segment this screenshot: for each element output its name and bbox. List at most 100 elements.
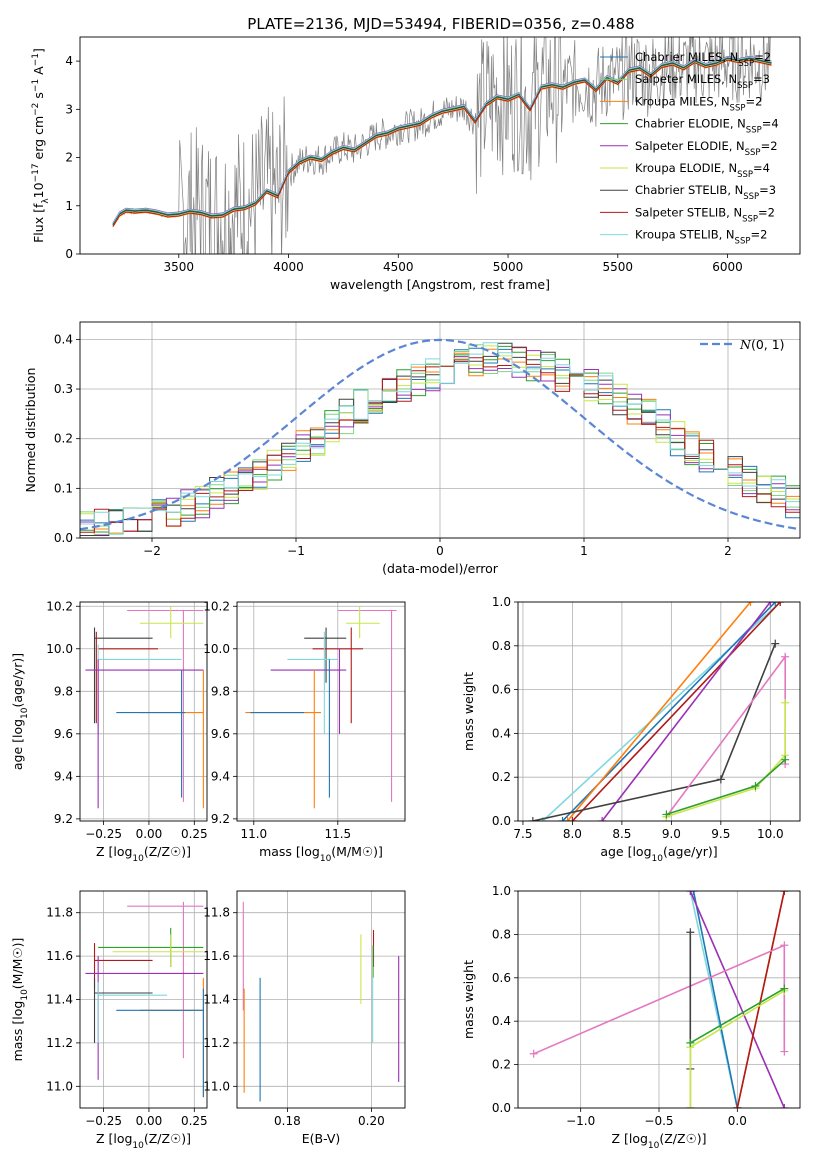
- y-tick-label: 1: [65, 199, 73, 213]
- weight-line: [736, 891, 786, 1108]
- x-axis-label: E(B-V): [302, 1131, 341, 1146]
- y-tick-label: 11.4: [46, 993, 73, 1007]
- y-tick-label: 9.8: [54, 684, 73, 698]
- gaussian-curve: [80, 338, 800, 531]
- x-tick-label: 0.00: [136, 1114, 163, 1128]
- y-tick-label: 10.0: [46, 642, 73, 656]
- x-tick-label: −0.5: [644, 1114, 673, 1128]
- weight-line: [571, 602, 781, 821]
- y-tick-label: 0.4: [54, 332, 73, 346]
- y-tick-label: 11.2: [46, 1036, 73, 1050]
- y-tick-label: 11.0: [203, 1079, 230, 1093]
- x-tick-label: −2: [143, 544, 161, 558]
- weight-line: [689, 891, 786, 1108]
- y-tick-label: 0.1: [54, 481, 73, 495]
- axes-frame: [517, 601, 801, 822]
- legend-label: Chabrier STELIB, NSSP=3: [635, 183, 776, 202]
- label-tail: (Z/Z☉)]: [659, 1131, 706, 1146]
- figure-title: PLATE=2136, MJD=53494, FIBERID=0356, z=0…: [247, 15, 634, 33]
- legend-tail: =2: [758, 205, 775, 219]
- x-axis-label: mass [log10(M/M☉)]: [259, 844, 383, 864]
- model-spectrum: [112, 56, 772, 224]
- x-tick-label: −1: [287, 544, 305, 558]
- x-axis-label: age [log10(age/yr)]: [600, 844, 717, 864]
- x-tick-label: 11.5: [324, 827, 351, 841]
- legend-sub: SSP: [743, 192, 759, 202]
- legend-sub: SSP: [737, 170, 753, 180]
- legend-label: Kroupa MILES, NSSP=2: [635, 94, 762, 113]
- weight-marker: [780, 891, 789, 895]
- legend-sub: SSP: [738, 59, 754, 69]
- label-tail: (age/yr)]: [10, 653, 25, 708]
- y-tick-label: 0.6: [492, 971, 511, 985]
- y-tick-label: 3: [65, 102, 73, 116]
- weight-marker: [528, 817, 537, 821]
- weight-marker: [716, 775, 725, 784]
- weight-marker: [781, 698, 790, 707]
- y-axis-label: mass [log10(M/M☉)]: [10, 938, 30, 1062]
- weight-line: [566, 602, 752, 821]
- weight-marker: [746, 602, 755, 606]
- x-tick-label: 0.18: [274, 1114, 301, 1128]
- gridlines: [237, 602, 405, 821]
- legend-tail: =4: [753, 161, 770, 175]
- y-tick-label: 10.2: [46, 599, 73, 613]
- legend-tail: =4: [762, 117, 779, 131]
- weight-line: [692, 891, 739, 1108]
- legend-sub: SSP: [742, 214, 758, 224]
- y-tick-label: 0.2: [492, 1058, 511, 1072]
- y-tick-label: 0.4: [492, 1014, 511, 1028]
- weight-marker: [780, 941, 789, 950]
- x-tick-label: 5500: [603, 260, 634, 274]
- weight-marker: [733, 1104, 742, 1108]
- subscript: 10: [320, 854, 332, 864]
- legend-sub: SSP: [735, 237, 751, 247]
- y-tick-label: 0.8: [492, 639, 511, 653]
- legend-sub: SSP: [745, 148, 761, 158]
- gridlines: [80, 602, 207, 821]
- x-tick-label: 4500: [383, 260, 414, 274]
- plot-area: [80, 338, 800, 536]
- label-part: s: [31, 92, 46, 103]
- weight-marker: [558, 817, 567, 821]
- legend-n: N: [739, 337, 752, 352]
- legend-sub: SSP: [746, 126, 762, 136]
- subscript: 10: [20, 989, 30, 1001]
- weight-marker: [598, 817, 607, 821]
- legend-tail: =2: [750, 228, 767, 242]
- x-tick-label: 8.0: [563, 827, 582, 841]
- label-part: −2: [31, 103, 41, 116]
- axes-frame: [236, 601, 406, 822]
- axes-frame: [79, 36, 801, 255]
- legend-sub: SSP: [730, 103, 746, 113]
- legend-label: Kroupa ELODIE, NSSP=4: [635, 161, 770, 180]
- x-tick-label: −0.25: [85, 1114, 122, 1128]
- axes-age_vs_mass: 11.0 11.5 9.2 9.4 9.6 9.8 10.0 10.2 mass [log10(…: [203, 599, 406, 864]
- axes-weight_vs_Z: −1.0 −0.5 0.0 0.0 0.2 0.4 0.6 0.8 1.0 Z [log10(Z/…: [461, 884, 801, 1151]
- subscript: 10: [132, 854, 144, 864]
- y-tick-label: 1.0: [492, 595, 511, 609]
- x-axis-label: Z [log10(Z/Z☉)]: [611, 1131, 706, 1151]
- weight-marker: [689, 891, 698, 895]
- weight-line: [601, 602, 771, 821]
- axes-weight_vs_age: 7.5 8.0 8.5 9.0 9.5 10.0 0.0 0.2 0.4 0.6 0.8 1.0 age…: [461, 595, 801, 864]
- legend-tail: =2: [754, 50, 771, 64]
- weight-marker: [780, 984, 789, 993]
- label-part: 10: [31, 182, 46, 198]
- x-tick-label: 1: [580, 544, 588, 558]
- y-tick-label: 11.0: [46, 1079, 73, 1093]
- legend-label: Salpeter STELIB, NSSP=2: [635, 205, 775, 224]
- plot-area: [85, 901, 204, 1098]
- subscript: 10: [648, 1141, 660, 1151]
- y-tick-label: 11.6: [203, 949, 230, 963]
- axes-mass_vs_Z: −0.25 0.00 0.25 11.0 11.2 11.4 11.6 11.8 Z [log1…: [10, 890, 208, 1151]
- y-axis-label: mass weight: [461, 672, 476, 751]
- y-axis-label: age [log10(age/yr)]: [10, 653, 30, 770]
- x-tick-label: −0.25: [85, 827, 122, 841]
- y-tick-label: 9.6: [54, 727, 73, 741]
- histogram-step: [80, 342, 800, 535]
- weight-marker: [563, 817, 572, 821]
- legend-label: N(0, 1): [739, 337, 785, 352]
- y-tick-label: 9.6: [211, 727, 230, 741]
